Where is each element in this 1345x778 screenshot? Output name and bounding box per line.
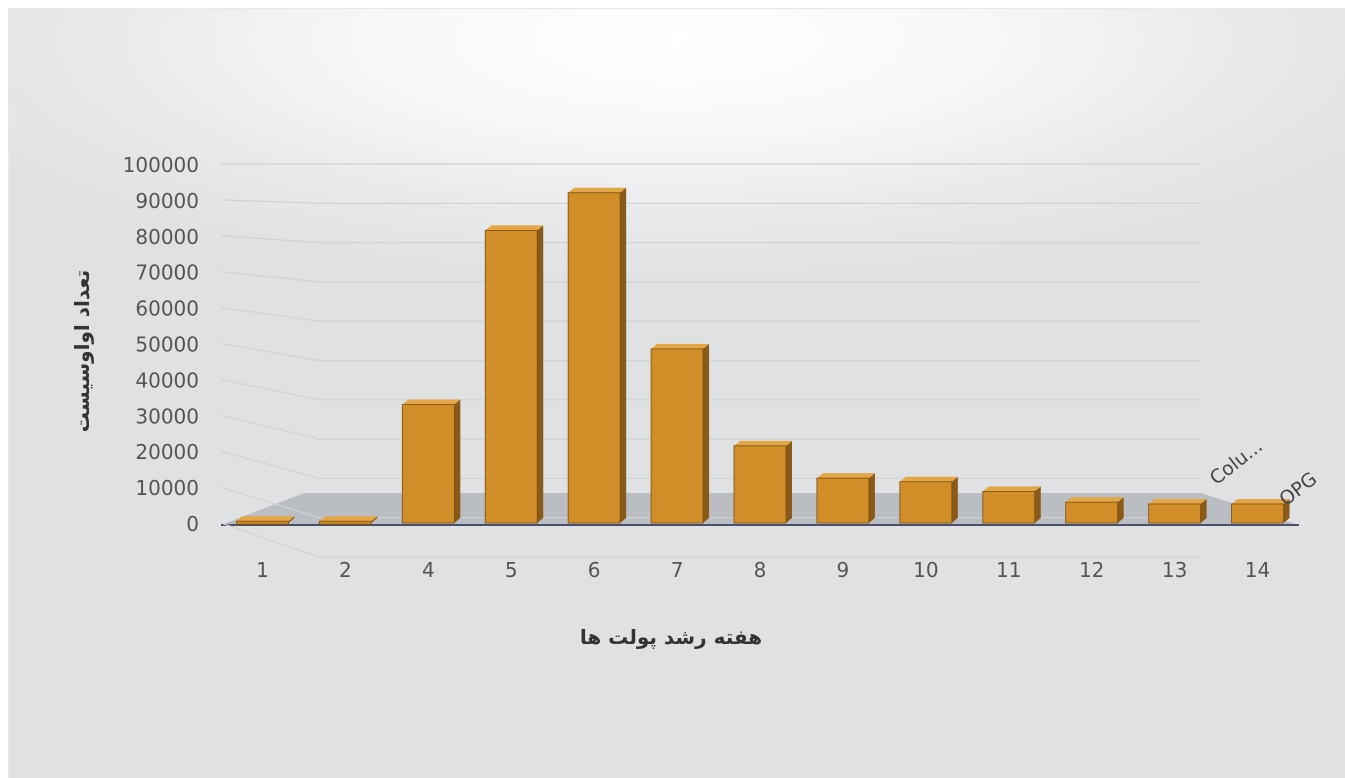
bar-front [318, 520, 372, 525]
gridline [220, 235, 1201, 244]
gridline [220, 414, 1201, 440]
x-tick-label: 2 [339, 558, 352, 582]
bar-front [484, 230, 538, 524]
bar [982, 486, 1041, 524]
x-tick-label: 7 [671, 558, 684, 582]
bar-side [537, 225, 544, 524]
x-tick-label: 1 [256, 558, 269, 582]
bar-top [1231, 498, 1290, 504]
x-tick-label: 6 [588, 558, 601, 582]
y-tick-label: 30000 [135, 404, 199, 428]
bar-top [236, 516, 295, 522]
bar-front [733, 445, 787, 524]
y-tick-label: 80000 [135, 225, 199, 249]
bar-side [371, 516, 378, 523]
chart-frame: 0 10000 20000 30000 40000 50000 60000 70000 8000… [8, 8, 1345, 778]
y-tick-label: 70000 [135, 261, 199, 285]
bar-front [650, 348, 704, 524]
bar-top [651, 343, 710, 349]
x-tick-label: 9 [837, 558, 850, 582]
y-tick-label: 50000 [135, 333, 199, 357]
bar-side [454, 399, 461, 523]
series-axis-label-column: Colu... [1206, 435, 1267, 489]
bar [567, 187, 627, 524]
bar [1065, 497, 1124, 524]
bar-front [982, 491, 1036, 524]
bar-side [1200, 498, 1207, 523]
gridline [220, 307, 1201, 322]
bars [236, 187, 1290, 525]
bar [1231, 498, 1290, 524]
bar [484, 225, 544, 524]
bar-side [1283, 498, 1290, 523]
gridline [220, 378, 1201, 401]
gridline [220, 522, 1201, 558]
y-tick-label: 90000 [135, 189, 199, 213]
bar-top [982, 486, 1041, 492]
bar-side [288, 516, 295, 523]
bar-front [401, 404, 455, 524]
y-tick-label: 20000 [135, 440, 199, 464]
bar [236, 516, 295, 525]
bar-front [567, 192, 621, 524]
x-tick-label: 8 [754, 558, 767, 582]
gridline [220, 271, 1201, 283]
x-tick-label: 11 [996, 558, 1021, 582]
x-axis-title: هفته رشد پولت ها [580, 625, 762, 650]
bar [401, 399, 461, 524]
bar [650, 343, 710, 524]
bar-side [620, 187, 627, 523]
bar [733, 440, 792, 524]
bar-top [485, 225, 544, 231]
bar-top [568, 187, 627, 193]
bar-front [899, 481, 953, 524]
x-tick-label: 12 [1079, 558, 1104, 582]
x-tick-label: 5 [505, 558, 518, 582]
bar-front [1065, 501, 1119, 524]
bar [816, 473, 875, 524]
bar-top [319, 516, 378, 522]
bar-front [1148, 503, 1202, 524]
bar-top [1148, 498, 1207, 504]
gridline [220, 450, 1201, 479]
bar-top [1065, 497, 1124, 503]
chart-canvas: 0 10000 20000 30000 40000 50000 60000 70000 8000… [70, 153, 1321, 650]
gridline [220, 199, 1201, 204]
bar-side [1034, 486, 1041, 523]
y-tick-label: 0 [186, 512, 199, 536]
y-tick-label: 10000 [135, 476, 199, 500]
bar-front [236, 520, 289, 525]
x-tick-label: 14 [1245, 558, 1270, 582]
y-tick-label: 100000 [123, 153, 199, 177]
bar [899, 476, 958, 524]
bar-top [899, 476, 958, 482]
x-axis-ticks: 1 2 4 5 6 7 8 9 10 11 12 13 14 [256, 558, 1270, 582]
bar [318, 516, 378, 525]
x-tick-label: 4 [422, 558, 435, 582]
y-axis-title: تعداد اواوسیست [70, 270, 94, 432]
bar-side [1117, 497, 1124, 523]
bar-top [816, 473, 875, 479]
gridline [220, 342, 1201, 362]
bar-top [734, 440, 792, 446]
bar-front [1231, 503, 1284, 524]
x-tick-label: 10 [913, 558, 938, 582]
y-tick-label: 60000 [135, 297, 199, 321]
x-tick-label: 13 [1162, 558, 1187, 582]
bar-side [868, 473, 875, 523]
bar-top [402, 399, 461, 405]
bar-side [703, 343, 710, 523]
y-tick-label: 40000 [135, 368, 199, 392]
bar-front [816, 477, 870, 524]
bar [1148, 498, 1207, 524]
y-axis-ticks: 0 10000 20000 30000 40000 50000 60000 70000 8000… [123, 153, 199, 536]
bar-side [951, 476, 958, 523]
bar-side [786, 440, 792, 523]
